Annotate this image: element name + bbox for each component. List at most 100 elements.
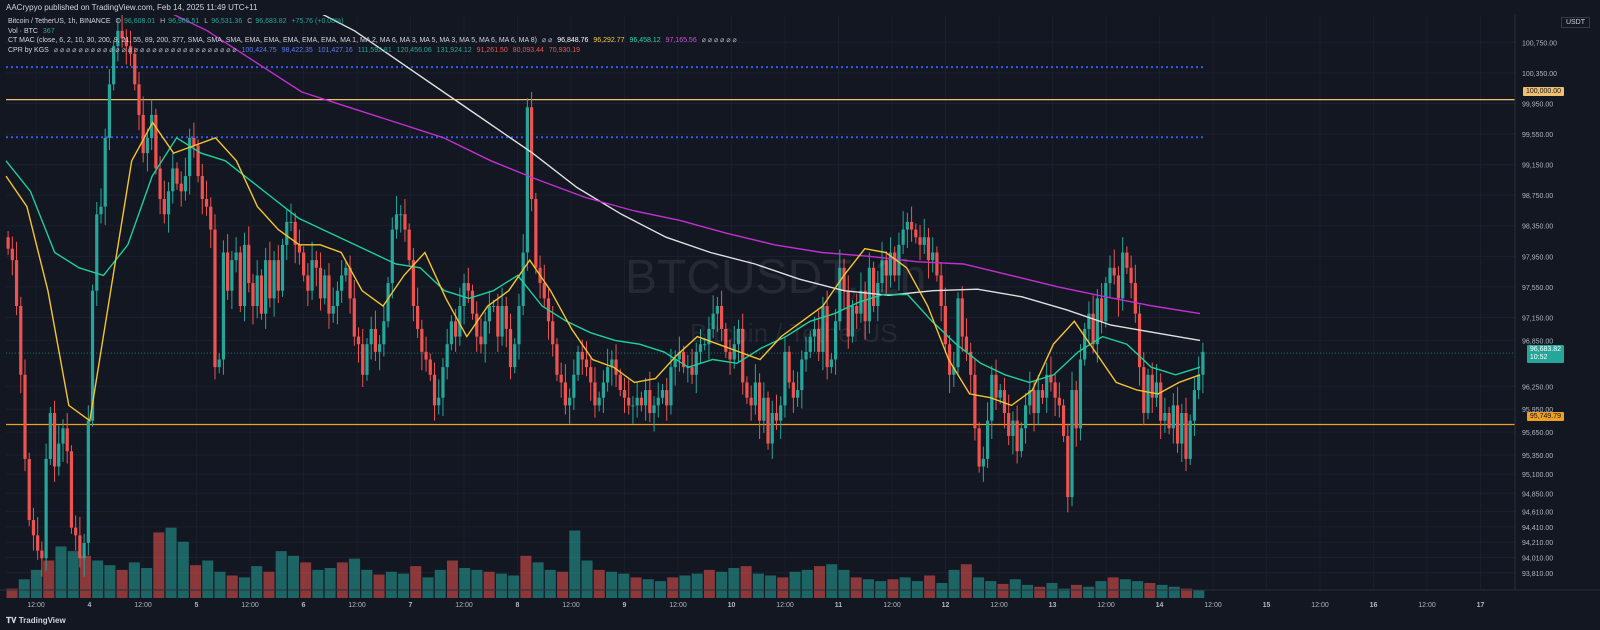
candle-body bbox=[952, 367, 956, 375]
ohlc-low: 96,531.36 bbox=[211, 18, 243, 25]
candle-body bbox=[871, 267, 876, 306]
volume-bar bbox=[275, 551, 287, 598]
candle-body bbox=[154, 114, 158, 169]
volume-bar bbox=[777, 577, 789, 598]
volume-bar bbox=[740, 566, 752, 598]
candle-body bbox=[378, 344, 382, 352]
y-tick-label: 97,150.00 bbox=[1522, 315, 1553, 322]
cpr-v4: 111,592.81 bbox=[357, 46, 392, 54]
x-tick-label: 9 bbox=[623, 602, 627, 609]
volume-bar bbox=[422, 577, 434, 598]
candle-body bbox=[656, 397, 660, 406]
candle-body bbox=[128, 46, 133, 54]
candle-body bbox=[947, 344, 952, 375]
ohlc-low-label: L bbox=[204, 18, 209, 25]
volume-bar bbox=[336, 562, 348, 598]
candle-body bbox=[1074, 390, 1078, 429]
candle-body bbox=[276, 260, 280, 291]
candle-body bbox=[411, 260, 416, 306]
candle-body bbox=[1184, 413, 1188, 459]
candle-body bbox=[386, 283, 390, 322]
candle-body bbox=[44, 458, 48, 559]
candle-body bbox=[390, 229, 394, 284]
candle-body bbox=[745, 382, 749, 398]
footer-bar: 𝐓𝐕 TradingView bbox=[0, 612, 1600, 630]
legend-row-volume[interactable]: Vol · BTC 367 bbox=[8, 27, 740, 37]
candle-body bbox=[618, 374, 622, 391]
cpr-v6: 131,924.12 bbox=[436, 46, 472, 54]
candle-body bbox=[382, 321, 386, 345]
candle-body bbox=[103, 137, 107, 207]
candle-body bbox=[985, 420, 990, 459]
candle-body bbox=[783, 351, 787, 406]
candle-body bbox=[943, 306, 947, 345]
candle-body bbox=[407, 229, 411, 261]
candle-body bbox=[78, 535, 82, 559]
candle-body bbox=[19, 306, 23, 375]
candle-body bbox=[1028, 390, 1032, 406]
candle-body bbox=[757, 382, 762, 421]
candle-body bbox=[508, 328, 513, 368]
candle-body bbox=[204, 198, 209, 207]
tradingview-brand[interactable]: TradingView bbox=[18, 616, 66, 625]
candle-body bbox=[513, 344, 517, 368]
legend-row-cpr[interactable]: CPR by KGS ⌀ ⌀ ⌀ ⌀ ⌀ ⌀ ⌀ ⌀ ⌀ ⌀ ⌀ ⌀ ⌀ ⌀ ⌀… bbox=[8, 46, 740, 56]
cpr-dots: ⌀ ⌀ ⌀ ⌀ ⌀ ⌀ ⌀ ⌀ ⌀ ⌀ ⌀ ⌀ ⌀ ⌀ ⌀ ⌀ ⌀ ⌀ ⌀ ⌀ … bbox=[53, 46, 237, 54]
candle-body bbox=[639, 397, 643, 406]
volume-bar bbox=[373, 574, 385, 598]
y-tick-label: 94,850.00 bbox=[1522, 491, 1553, 498]
price-tag-95749: 95,749.79 bbox=[1526, 412, 1564, 421]
volume-bar bbox=[312, 569, 324, 598]
candle-body bbox=[922, 237, 926, 245]
candle-body bbox=[1192, 390, 1197, 421]
candle-body bbox=[1125, 252, 1129, 268]
candle-body bbox=[137, 84, 141, 115]
x-tick-label: 13 bbox=[1049, 602, 1057, 609]
candle-body bbox=[179, 183, 183, 192]
cpr-v8: 80,093.44 bbox=[512, 46, 544, 54]
candle-body bbox=[901, 229, 905, 245]
y-tick-label: 99,150.00 bbox=[1522, 163, 1553, 170]
y-tick-label: 96,850.00 bbox=[1522, 338, 1553, 345]
candle-body bbox=[416, 306, 420, 329]
candle-body bbox=[1036, 390, 1040, 414]
y-tick-label: 100,750.00 bbox=[1522, 40, 1557, 47]
volume-bar bbox=[618, 573, 630, 598]
volume-bar bbox=[1107, 577, 1119, 598]
candle-body bbox=[340, 275, 344, 291]
candle-body bbox=[1053, 382, 1057, 398]
volume-bar bbox=[67, 551, 79, 598]
volume-bar bbox=[1070, 584, 1082, 598]
x-tick-label: 16 bbox=[1370, 602, 1378, 609]
candle-body bbox=[124, 38, 128, 47]
ma-line bbox=[5, 121, 1201, 422]
candle-body bbox=[69, 451, 74, 528]
candle-body bbox=[551, 321, 555, 345]
candle-body bbox=[601, 382, 605, 398]
y-tick-label: 99,550.00 bbox=[1522, 132, 1553, 139]
ma-line bbox=[173, 15, 1201, 315]
y-tick-label: 95,350.00 bbox=[1522, 453, 1553, 460]
candle-body bbox=[449, 321, 454, 345]
candle-body bbox=[289, 221, 293, 223]
tradingview-logo-icon[interactable]: 𝐓𝐕 bbox=[6, 616, 17, 625]
legend-row-symbol[interactable]: Bitcoin / TetherUS, 1h, BINANCE O 96,608.… bbox=[8, 17, 740, 27]
candle-body bbox=[162, 198, 166, 215]
candle-body bbox=[614, 359, 618, 375]
candle-body bbox=[306, 275, 310, 291]
volume-label: Vol · BTC bbox=[8, 27, 38, 35]
price-chart[interactable]: 100,750.00100,350.0099,950.0099,550.0099… bbox=[0, 15, 1600, 612]
candle-body bbox=[1007, 413, 1011, 436]
currency-badge[interactable]: USDT bbox=[1560, 17, 1590, 28]
y-tick-label: 97,550.00 bbox=[1522, 285, 1553, 292]
candle-body bbox=[525, 107, 530, 253]
volume-bar bbox=[544, 569, 556, 598]
candle-body bbox=[593, 382, 597, 406]
y-tick-label: 100,350.00 bbox=[1522, 71, 1557, 78]
candle-body bbox=[597, 397, 601, 406]
legend-row-ctmac[interactable]: CT MAC (close, 6, 2, 10, 30, 200, 9, 21,… bbox=[8, 36, 740, 46]
candle-body bbox=[610, 359, 614, 368]
candles bbox=[6, 15, 1205, 577]
y-tick-label: 94,610.00 bbox=[1522, 510, 1553, 517]
candle-body bbox=[703, 344, 707, 346]
